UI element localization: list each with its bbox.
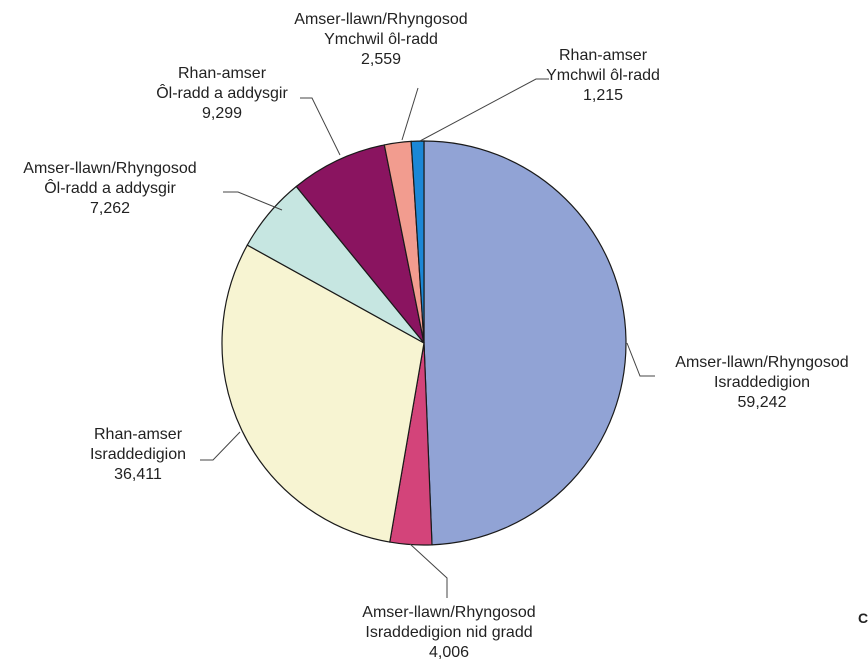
slice-category: Ymchwil ôl-radd	[324, 31, 438, 48]
leader-lines	[200, 78, 655, 598]
slice-value: 2,559	[361, 51, 401, 68]
leader-line-4	[223, 191, 283, 211]
slice-category: Ôl-radd a addysgir	[44, 178, 176, 197]
slice-value: 9,299	[202, 105, 242, 122]
slice-category: Amser-llawn/Rhyngosod	[23, 160, 196, 177]
slice-label-3: Rhan-amser Israddedigion 36,411	[90, 426, 186, 483]
slice-value: 1,215	[583, 87, 623, 104]
corner-text: C	[858, 610, 868, 626]
slice-category: Israddedigion	[714, 374, 810, 391]
slice-category: Amser-llawn/Rhyngosod	[362, 604, 535, 621]
pie-slice-5	[295, 144, 425, 344]
slice-label-6: Amser-llawn/Rhyngosod Ymchwil ôl-radd 2,55…	[294, 11, 467, 68]
slice-label-1: Amser-llawn/Rhyngosod Israddedigion 59,242	[675, 354, 848, 411]
slice-category: Rhan-amser	[94, 426, 183, 443]
slice-category: Ymchwil ôl-radd	[546, 67, 660, 84]
leader-line-1	[626, 342, 655, 377]
slice-label-5: Rhan-amser Ôl-radd a addysgir 9,299	[156, 65, 288, 122]
slice-category: Ôl-radd a addysgir	[156, 83, 288, 102]
slice-category: Amser-llawn/Rhyngosod	[294, 11, 467, 28]
slice-label-2: Amser-llawn/Rhyngosod Israddedigion nid g…	[362, 604, 535, 661]
pie-slice-3	[221, 244, 425, 543]
slice-category: Rhan-amser	[178, 65, 267, 82]
slice-value: 7,262	[90, 200, 130, 217]
leader-line-5	[300, 97, 341, 156]
slice-label-4: Amser-llawn/Rhyngosod Ôl-radd a addysgir 7…	[23, 160, 196, 217]
slice-category: Israddedigion nid gradd	[365, 624, 532, 641]
slice-label-7: Rhan-amser Ymchwil ôl-radd 1,215	[546, 47, 660, 104]
leader-line-7	[419, 78, 549, 142]
slice-value: 36,411	[114, 466, 162, 483]
slice-labels: Amser-llawn/Rhyngosod Israddedigion 59,242…	[23, 11, 848, 661]
slice-category: Rhan-amser	[559, 47, 648, 64]
pie-slice-7	[410, 140, 425, 344]
leader-line-3	[200, 431, 241, 461]
pie-slices	[221, 140, 627, 546]
pie-slice-1	[423, 140, 627, 546]
slice-value: 59,242	[738, 394, 787, 411]
slice-category: Israddedigion	[90, 446, 186, 463]
slice-value: 4,006	[429, 644, 469, 661]
leader-line-2	[409, 543, 448, 598]
leader-line-6	[401, 87, 419, 141]
slice-category: Amser-llawn/Rhyngosod	[675, 354, 848, 371]
